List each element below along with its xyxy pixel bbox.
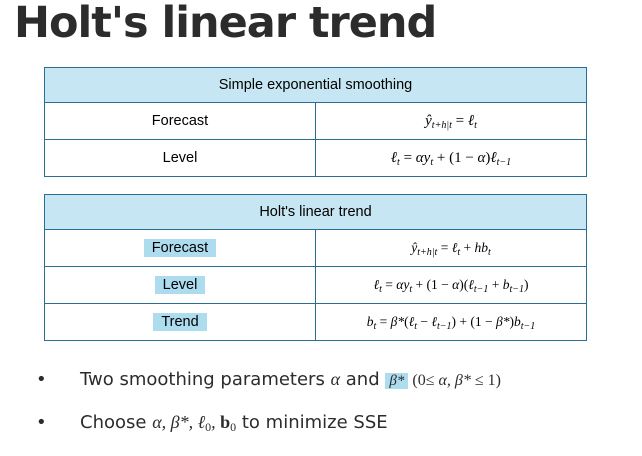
holt-forecast-label-text: Forecast [143, 239, 217, 257]
ses-level-label: Level [44, 139, 316, 177]
holt-trend-label-text: Trend [153, 313, 207, 331]
parameter-constraint: (0≤ α, β* ≤ 1) [412, 372, 501, 389]
bullet-dot-icon: • [36, 369, 47, 390]
holt-trend-label: Trend [44, 303, 316, 341]
beta-star-symbol: β* [385, 373, 409, 389]
bullet-dot-icon: • [36, 412, 47, 433]
holt-level-label: Level [44, 266, 316, 304]
holt-forecast-formula: ŷt+h|t = ℓt + hbt [315, 229, 587, 267]
bullet-choose-text: Choose [80, 412, 147, 433]
ses-forecast-formula: ŷt+h|t = ℓt [315, 102, 587, 140]
holt-forecast-label: Forecast [44, 229, 316, 267]
ses-table-header: Simple exponential smoothing [44, 67, 587, 103]
ses-table: Simple exponential smoothing Forecast ŷt… [44, 67, 587, 177]
alpha-symbol: α [330, 369, 341, 389]
holt-table: Holt's linear trend Forecast ŷt+h|t = ℓt… [44, 194, 587, 341]
parameter-list: α, β*, ℓ0, b0 [152, 412, 237, 434]
holt-level-formula: ℓt = αyt + (1 − α)(ℓt−1 + bt−1) [315, 266, 587, 304]
holt-trend-formula: bt = β*(ℓt − ℓt−1) + (1 − β*)bt−1 [315, 303, 587, 341]
bullet-minimize-text: to minimize SSE [241, 412, 388, 433]
page-title: Holt's linear trend [14, 0, 437, 48]
ses-forecast-label: Forecast [44, 102, 316, 140]
holt-table-header: Holt's linear trend [44, 194, 587, 230]
bullet-parameters-text: Two smoothing parameters [80, 369, 325, 390]
holt-level-label-text: Level [154, 276, 206, 294]
bullet-and-text: and [345, 369, 380, 390]
ses-level-formula: ℓt = αyt + (1 − α)ℓt−1 [315, 139, 587, 177]
